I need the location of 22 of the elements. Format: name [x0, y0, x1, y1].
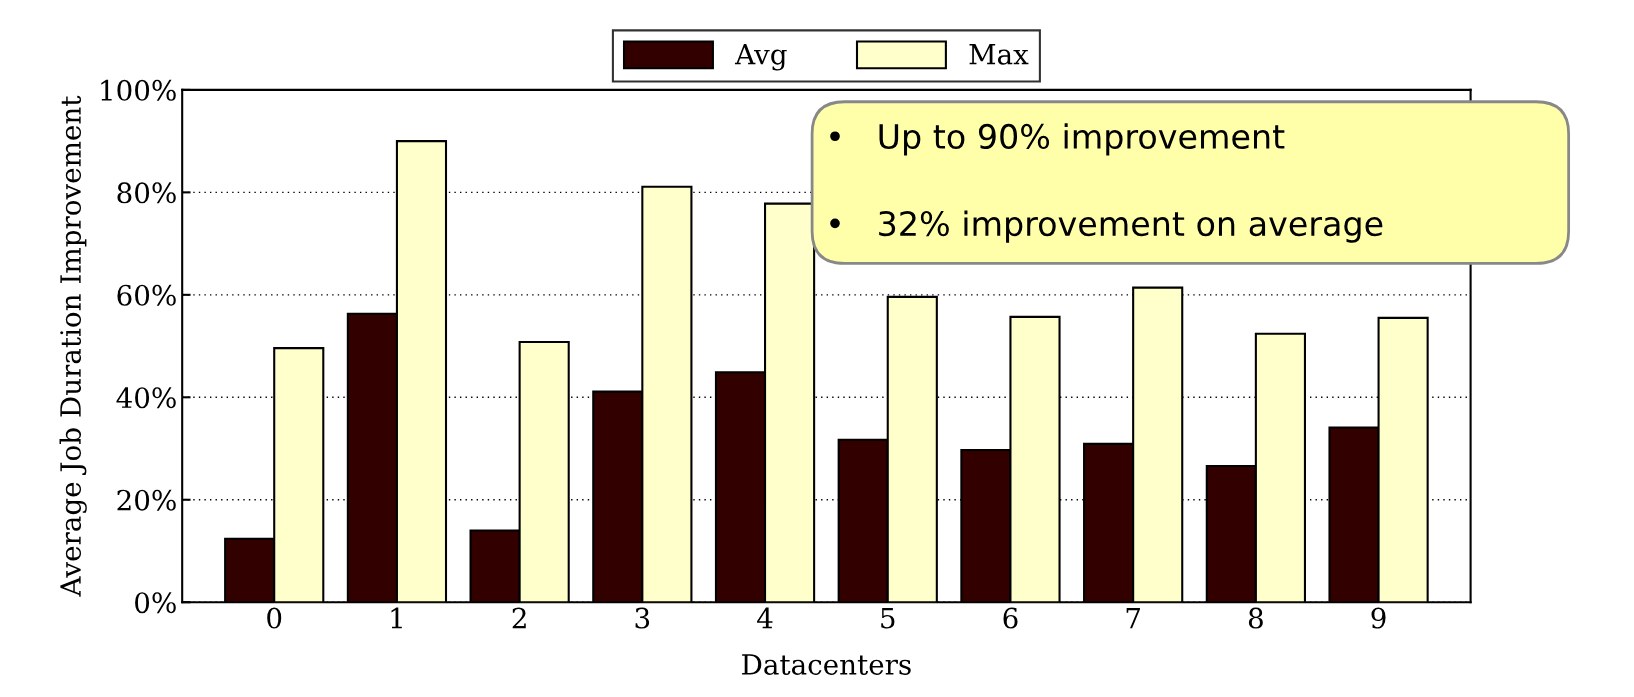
- x-tick-label: 2: [512, 607, 526, 629]
- x-tick-label: 4: [757, 607, 773, 629]
- annotation: • Up to 90% improvement: [830, 123, 1285, 156]
- annotation: • 32% improvement on average: [830, 210, 1383, 243]
- x-tick-label: 1: [391, 607, 402, 629]
- x-tick-label: 7: [1126, 607, 1140, 629]
- x-tick-label: 6: [1003, 607, 1018, 629]
- x-tick-label: 5: [881, 607, 895, 629]
- x-tick-label: 9: [1371, 607, 1386, 629]
- y-tick-label: 100%: [101, 79, 176, 101]
- y-tick-label: 80%: [117, 182, 176, 204]
- x-tick-label: 3: [635, 607, 650, 629]
- legend-label: Avg: [734, 44, 787, 71]
- y-tick-label: 0%: [135, 592, 176, 614]
- legend-label: Max: [969, 44, 1029, 65]
- y-axis-title: Average Job Duration Improvement: [59, 95, 87, 597]
- x-tick-label: 0: [267, 607, 282, 629]
- y-tick-label: 40%: [116, 387, 176, 409]
- y-tick-label: 60%: [117, 284, 176, 306]
- y-tick-label: 20%: [117, 489, 176, 511]
- x-axis-title: Datacenters: [742, 654, 911, 675]
- x-tick-label: 8: [1248, 607, 1263, 629]
